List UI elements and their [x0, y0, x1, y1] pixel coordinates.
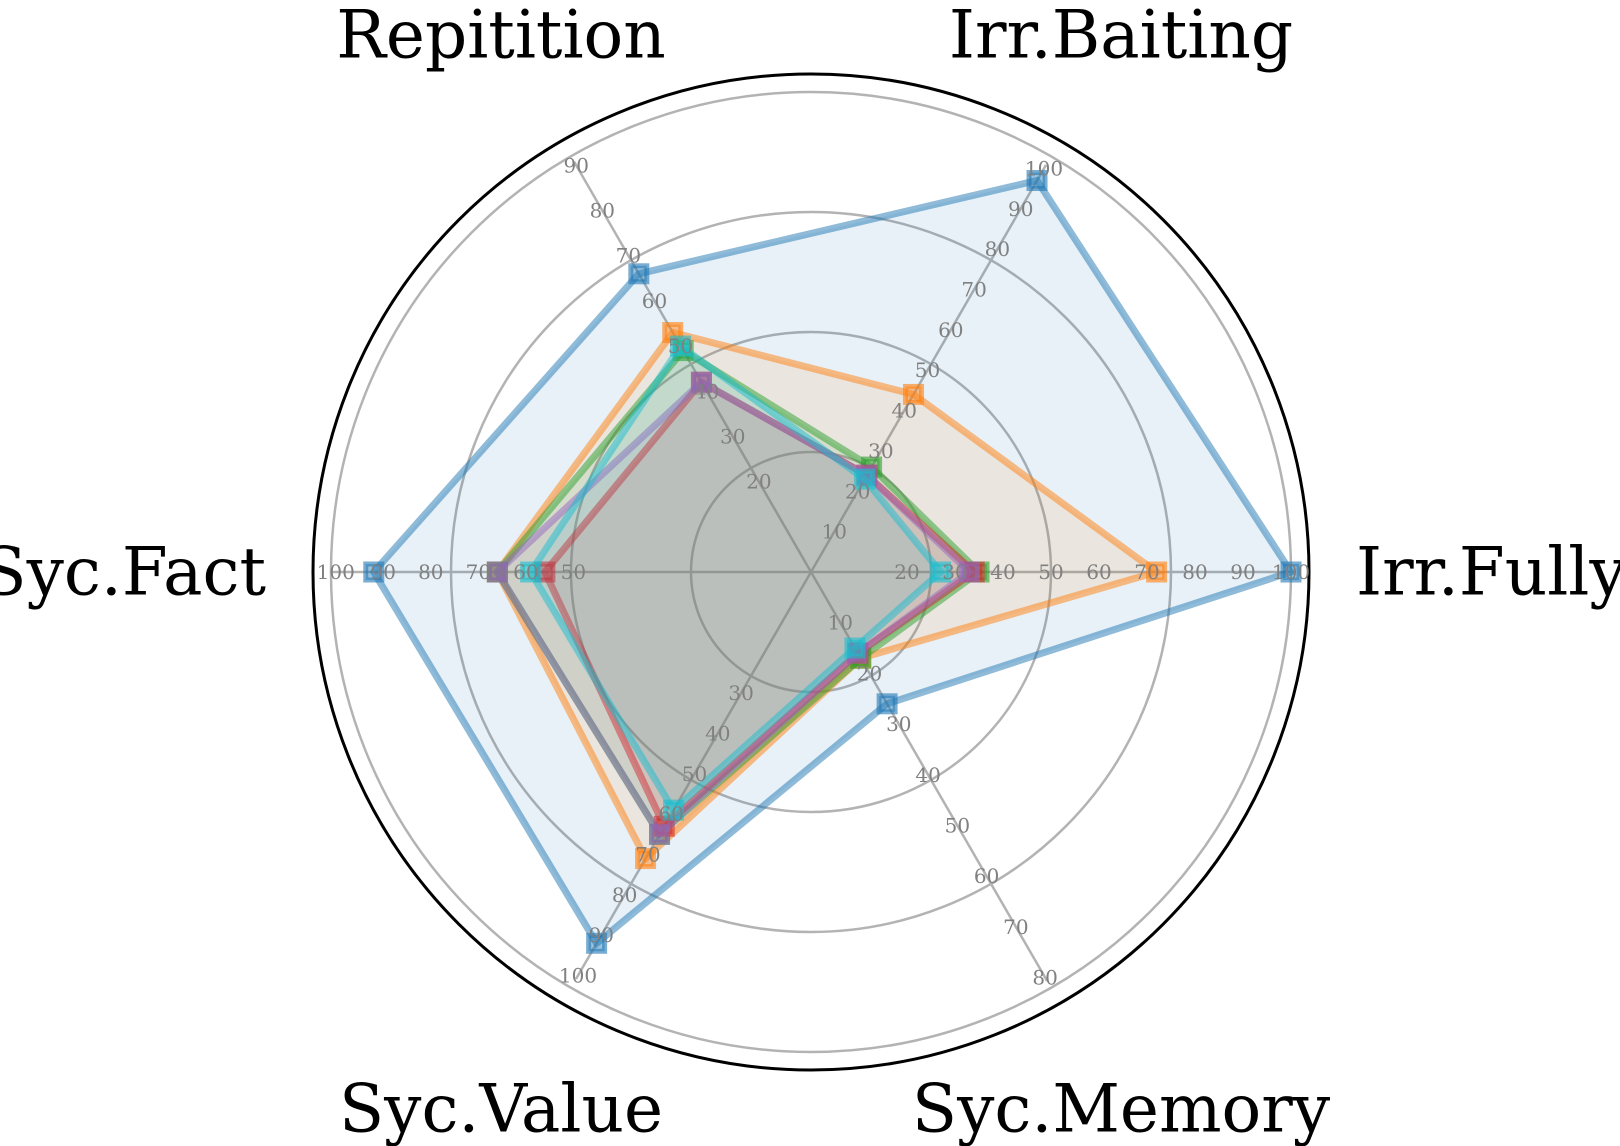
series-layer [363, 170, 1302, 954]
tick-label-irr-fully-90: 90 [1230, 560, 1255, 584]
tick-label-irr-fully-40: 40 [990, 560, 1015, 584]
tick-label-layer: 20 30 40 50 60 70 80 90 100102030405060708090100… [317, 153, 1310, 989]
tick-label-syc-fact-60: 60 [513, 560, 538, 584]
tick-label-repitition-30: 30 [720, 424, 745, 448]
tick-label-syc-memory-30: 30 [886, 712, 911, 736]
tick-label-repitition-20: 20 [746, 470, 771, 494]
series-6-point-irr-baiting [854, 468, 876, 490]
tick-label-irr-fully-30: 30 [942, 560, 967, 584]
tick-label-syc-memory-80: 80 [1032, 966, 1057, 990]
tick-label-repitition-80: 80 [590, 199, 615, 223]
series-6-point-repitition [670, 335, 692, 357]
tick-label-syc-memory-10: 10 [828, 611, 853, 635]
series-5-point-repitition [690, 371, 712, 393]
axis-label-repitition: Repitition [336, 0, 666, 74]
tick-label-irr-baiting-40: 40 [891, 399, 916, 423]
axis-label-syc-memory: Syc.Memory [912, 1070, 1331, 1146]
tick-label-syc-value-30: 30 [728, 681, 753, 705]
series-1-point-syc-value [586, 932, 608, 954]
tick-label-irr-fully-80: 80 [1182, 560, 1207, 584]
series-6-point-syc-memory [844, 637, 866, 659]
tick-label-irr-fully-20: 20 [894, 560, 919, 584]
outer-frame [311, 72, 1311, 1072]
tick-label-irr-baiting-50: 50 [915, 358, 940, 382]
tick-label-syc-value-100: 100 [559, 964, 597, 988]
tick-label-syc-value-60: 60 [658, 802, 683, 826]
tick-label-irr-fully-100: 100 [1272, 560, 1310, 584]
tick-label-syc-value-50: 50 [682, 762, 707, 786]
tick-label-syc-value-90: 90 [589, 923, 614, 947]
tick-label-syc-value-80: 80 [612, 883, 637, 907]
series-4-area [544, 382, 975, 827]
series-1-point-syc-memory [876, 693, 898, 715]
series-5-point-irr-fully [958, 561, 980, 583]
series-6-line [526, 341, 946, 816]
series-5-area [497, 382, 970, 835]
series-2-area [497, 332, 1157, 859]
tick-label-syc-memory-60: 60 [974, 864, 999, 888]
tick-label-repitition-90: 90 [563, 153, 588, 177]
tick-label-syc-value-40: 40 [705, 721, 730, 745]
tick-label-syc-memory-40: 40 [915, 763, 940, 787]
tick-label-repitition-70: 70 [616, 244, 641, 268]
tick-label-repitition-50: 50 [668, 334, 693, 358]
series-2-point-irr-fully [1146, 561, 1168, 583]
axis-label-syc-value: Syc.Value [339, 1070, 663, 1146]
series-2-point-syc-value [635, 848, 657, 870]
spoke-repitition [573, 161, 813, 573]
tick-label-syc-value-70: 70 [635, 843, 660, 867]
series-5-point-syc-value [649, 823, 671, 845]
tick-label-syc-memory-20: 20 [857, 661, 882, 685]
tick-label-irr-baiting-100: 100 [1025, 156, 1063, 180]
tick-label-irr-baiting-60: 60 [938, 318, 963, 342]
tick-label-syc-fact-70: 70 [466, 560, 491, 584]
axis-label-syc-fact: Syc.Fact [0, 534, 266, 611]
spoke-irr-baiting [809, 164, 1048, 573]
tick-label-irr-baiting-80: 80 [985, 237, 1010, 261]
tick-label-repitition-60: 60 [642, 289, 667, 313]
tick-label-irr-baiting-30: 30 [868, 439, 893, 463]
series-1-point-irr-baiting [1026, 170, 1048, 192]
series-5-line [492, 377, 975, 840]
tick-label-irr-fully-60: 60 [1086, 560, 1111, 584]
tick-label-irr-fully-50: 50 [1038, 560, 1063, 584]
series-2-point-irr-baiting [903, 383, 925, 405]
series-6-point-syc-value [663, 799, 685, 821]
tick-label-irr-fully-70: 70 [1134, 560, 1159, 584]
tick-label-syc-memory-50: 50 [945, 813, 970, 837]
axis-label-irr-fully: Irr.Fully [1356, 534, 1620, 611]
series-1-area [373, 180, 1291, 944]
series-1-point-repitition [628, 263, 650, 285]
series-1-point-syc-fact [363, 561, 385, 583]
axis-label-irr-baiting: Irr.Baiting [949, 0, 1293, 74]
tick-label-repitition-40: 40 [694, 379, 719, 403]
series-1-point-irr-fully [1280, 561, 1302, 583]
tick-label-syc-fact-90: 90 [371, 560, 396, 584]
series-1-line [369, 176, 1297, 949]
tick-label-irr-baiting-10: 10 [822, 520, 847, 544]
series-6-point-syc-fact [520, 561, 542, 583]
spoke-syc-value [574, 571, 813, 980]
tick-label-irr-baiting-70: 70 [961, 277, 986, 301]
tick-label-syc-fact-50: 50 [561, 560, 586, 584]
tick-label-irr-baiting-90: 90 [1008, 197, 1033, 221]
tick-label-irr-baiting-20: 20 [845, 479, 870, 503]
series-6-point-irr-fully [930, 561, 952, 583]
tick-label-syc-fact-100: 100 [317, 560, 355, 584]
series-5-point-syc-fact [486, 561, 508, 583]
tick-label-syc-fact-80: 80 [418, 560, 443, 584]
tick-label-syc-memory-70: 70 [1003, 915, 1028, 939]
